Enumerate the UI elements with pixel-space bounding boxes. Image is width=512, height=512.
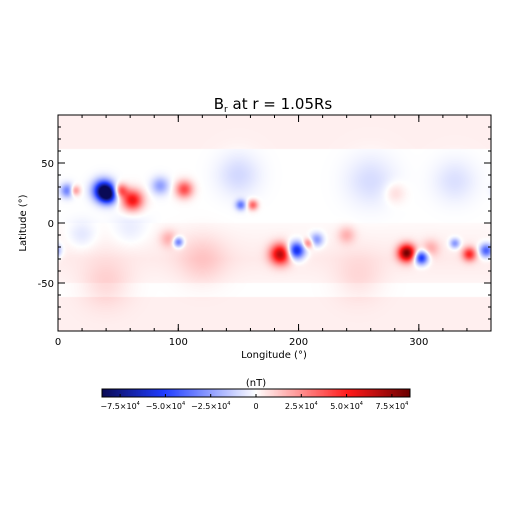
x-axis-label: Longitude (°)	[241, 350, 307, 361]
colorbar-ticks: −7.5×104 −5.0×104 −2.5×104 0 2.5×104 5.0×104 7…	[100, 394, 408, 411]
colorbar: (nT) −7.5×104 −5.0×104 −2.5×104 0 2.5×104 5.0…	[100, 378, 411, 411]
colorbar-tick-label: −5.0×104	[146, 401, 186, 411]
x-tick-label: 100	[169, 337, 188, 348]
colorbar-tick-label: 0	[253, 402, 258, 411]
y-tick-label: 0	[48, 219, 54, 230]
y-tick-label: -50	[38, 279, 54, 290]
plot-ticks: 0 100 200 300 -50 0 50	[38, 114, 492, 348]
colorbar-tick-label: 5.0×104	[330, 401, 363, 411]
colorbar-tick-label: 7.5×104	[375, 401, 408, 411]
title-rest: at r = 1.05Rs	[228, 95, 333, 113]
colorbar-tick-label: 2.5×104	[285, 401, 318, 411]
title-main: B	[214, 95, 224, 113]
field-map-image	[58, 115, 491, 331]
y-tick-label: 50	[41, 159, 54, 170]
x-tick-label: 0	[55, 337, 61, 348]
chart-title: Br at r = 1.05Rs	[214, 95, 333, 115]
colorbar-tick-label: −7.5×104	[100, 401, 140, 411]
colorbar-gradient	[102, 389, 410, 397]
x-tick-label: 300	[409, 337, 428, 348]
colorbar-tick-label: −2.5×104	[191, 401, 231, 411]
x-tick-label: 200	[289, 337, 308, 348]
y-axis-label: Latitude (°)	[18, 194, 29, 251]
colorbar-label: (nT)	[246, 378, 266, 389]
title-sub: r	[224, 105, 228, 115]
map-plot: 0 100 200 300 -50 0 50	[38, 114, 492, 348]
